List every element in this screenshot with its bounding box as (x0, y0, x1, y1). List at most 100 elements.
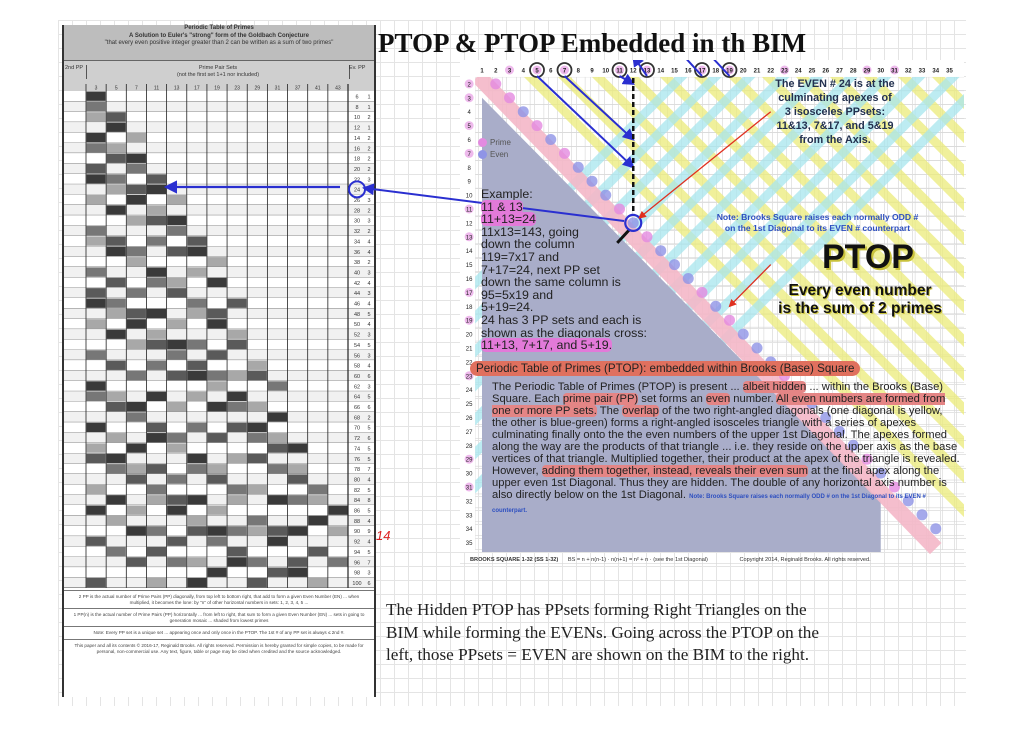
prime-pair-cell (187, 422, 207, 433)
pp-set-arrow (619, 73, 635, 85)
prime-pair-cell (86, 484, 106, 495)
prime-pair-cell (187, 267, 207, 277)
slogan-line: is the sum of 2 primes (778, 300, 942, 317)
diagonal-number-dot (490, 78, 502, 90)
table-row (64, 556, 374, 568)
example-line: down the column (481, 237, 575, 252)
top-axis-label: 2 (494, 69, 498, 75)
pp-count-label: 2 (367, 157, 370, 163)
prime-pair-cell (86, 505, 106, 515)
prime-pair-cell (146, 308, 167, 319)
prime-pair-cell (106, 246, 126, 257)
prime-pair-cell (106, 515, 126, 526)
prime-pair-cell (126, 215, 146, 226)
diagonal-number-dot (710, 300, 722, 312)
prime-pair-cell (86, 577, 106, 588)
pp-count-label: 4 (367, 477, 370, 483)
prime-pair-cell (267, 443, 288, 453)
prime-pair-cell (187, 577, 207, 588)
pp-count-label: 6 (367, 581, 370, 587)
top-axis-label: 29 (864, 69, 871, 75)
prime-pair-cell (227, 339, 247, 350)
top-axis-label: 22 (767, 69, 774, 75)
top-axis-label: 27 (836, 69, 843, 75)
prime-pair-cell (126, 246, 146, 257)
column-prime-label: 3 (95, 86, 98, 92)
table-row (64, 484, 374, 495)
table-row (64, 173, 374, 185)
prime-pair-cell (167, 215, 187, 226)
prime-pair-cell (247, 557, 267, 567)
table-subheader: 2nd PP Prime Pair Sets (not the first se… (64, 60, 374, 85)
table-footnotes: 2 PP is the actual number of Prime Pairs… (64, 590, 374, 657)
prime-axis-dot (464, 482, 474, 492)
even-number-label: 94 (354, 550, 360, 556)
circled-prime (721, 62, 738, 78)
prime-pair-cell (86, 381, 106, 391)
left-axis-label: 4 (467, 110, 471, 116)
left-axis-label: 11 (466, 208, 473, 214)
apex-24-circle (624, 213, 643, 232)
pp-set-arrow (563, 75, 635, 141)
table-row (64, 215, 374, 226)
pp-count-label: 5 (367, 312, 370, 318)
prime-pair-cell (126, 505, 146, 515)
prime-pair-cell (146, 236, 167, 246)
example-line: 24 has 3 PP sets and each is (481, 312, 642, 327)
even-number-label: 6 (355, 95, 358, 101)
prime-pair-cell (267, 567, 288, 577)
column-prime-label: 19 (214, 86, 220, 92)
prime-pair-cell (227, 422, 247, 433)
prime-pair-cell (146, 484, 167, 495)
prime-pair-cell (207, 474, 227, 484)
table-quote: "that every even positive integer greate… (104, 40, 334, 46)
even-number-label: 16 (354, 146, 360, 152)
top-axis-label: 12 (630, 69, 637, 75)
left-axis-label: 13 (466, 235, 473, 241)
even-number-label: 22 (354, 177, 360, 183)
even-number-label: 90 (354, 529, 360, 535)
diagonal-number-dot (531, 120, 543, 132)
top-axis-label: 20 (740, 69, 747, 75)
prime-pair-cell (288, 464, 308, 474)
panel-text: The Periodic Table of Primes (PTOP) is p… (492, 381, 960, 517)
note-line: Note: Brooks Square raises each normally… (716, 212, 919, 222)
column-prime-label: 17 (194, 86, 200, 92)
brooks-square-note: Note: Brooks Square raises each normally… (690, 212, 945, 233)
table-subtitle: A Solution to Euler's "strong" form of t… (129, 32, 309, 39)
every-even-slogan: Every even number is the sum of 2 primes (762, 282, 958, 318)
pp-count-label: 1 (367, 95, 370, 101)
example-line: shown as the diagonals cross: (481, 325, 647, 340)
pp-count-label: 3 (367, 177, 370, 183)
even-number-label: 44 (354, 291, 360, 297)
text-run: number. (730, 393, 777, 405)
footer-copyright: Copyright 2014, Reginald Brooks. All rig… (739, 557, 871, 563)
prime-pair-cell (167, 277, 187, 288)
left-axis-label: 17 (466, 291, 473, 297)
pp-count-label: 3 (367, 291, 370, 297)
left-axis-label: 22 (466, 360, 473, 366)
prime-pair-cell (86, 288, 106, 298)
prime-pair-cell (106, 360, 126, 370)
example-line: Example: (481, 187, 533, 201)
lower-triangle (482, 97, 881, 553)
prime-pair-cell (207, 464, 227, 474)
prime-pair-cell (146, 577, 167, 588)
even-number-label: 86 (354, 509, 360, 515)
yellow-diagonal-stripe (724, 66, 964, 314)
prime-pair-cell (167, 536, 187, 546)
even-number-label: 98 (354, 571, 360, 577)
diagonal-number-dot (889, 481, 900, 493)
top-axis-label: 28 (850, 69, 857, 75)
pp-count-label: 5 (367, 426, 370, 432)
prime-pair-cell (247, 433, 267, 443)
column-prime-label: 23 (234, 86, 240, 92)
prime-pair-cell (207, 277, 227, 288)
prime-pair-cell (146, 546, 167, 557)
prime-pair-cell (187, 453, 207, 464)
panel-title: Periodic Table of Primes (PTOP): embedde… (470, 361, 861, 376)
prime-pair-cell (247, 360, 267, 370)
prime-pair-cell (247, 370, 267, 381)
prime-pair-cell (106, 143, 126, 153)
diagonal-number-dot (724, 314, 735, 326)
